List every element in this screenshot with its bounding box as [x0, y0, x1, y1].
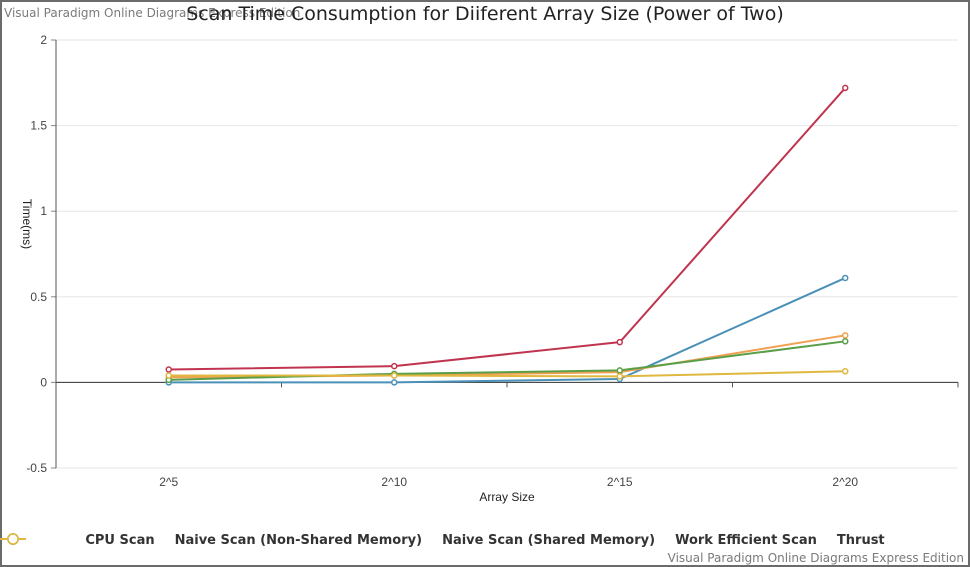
- watermark-top: Visual Paradigm Online Diagrams Express …: [4, 6, 301, 20]
- data-point[interactable]: [842, 368, 849, 375]
- legend-swatch-marker: [7, 533, 19, 545]
- x-axis-title: Array Size: [479, 490, 535, 504]
- chart-legend: CPU Scan Naive Scan (Non-Shared Memory) Na…: [0, 533, 970, 548]
- data-point[interactable]: [842, 338, 849, 345]
- legend-item[interactable]: Work Efficient Scan: [0, 533, 817, 548]
- data-point[interactable]: [391, 362, 398, 370]
- data-point[interactable]: [842, 274, 849, 282]
- data-point[interactable]: [165, 372, 172, 379]
- data-point[interactable]: [391, 379, 398, 386]
- legend-item[interactable]: Naive Scan (Non-Shared Memory): [0, 533, 423, 548]
- y-tick-label: 1: [40, 204, 47, 218]
- legend-label: Thrust: [836, 533, 885, 548]
- data-point[interactable]: [616, 338, 623, 346]
- chart-title: Scan Time Consumption for Diiferent Arra…: [186, 3, 784, 25]
- y-tick-label: -0.5: [26, 461, 47, 475]
- legend-label: Naive Scan (Non-Shared Memory): [174, 533, 423, 548]
- y-tick-label: 0.5: [30, 290, 47, 304]
- watermark-bottom: Visual Paradigm Online Diagrams Express …: [667, 551, 964, 565]
- data-point[interactable]: [616, 373, 623, 380]
- data-point[interactable]: [165, 366, 172, 373]
- y-tick-label: 0: [40, 375, 47, 389]
- x-tick-label: 2^15: [607, 475, 633, 489]
- legend-label: Work Efficient Scan: [675, 533, 817, 548]
- series-line[interactable]: [168, 370, 846, 378]
- x-tick-label: 2^20: [832, 475, 858, 489]
- legend-item[interactable]: CPU Scan: [0, 533, 155, 548]
- legend-label: CPU Scan: [85, 533, 155, 548]
- legend-swatch: [0, 533, 26, 545]
- data-point[interactable]: [616, 367, 623, 374]
- legend-item[interactable]: Thrust: [0, 533, 885, 548]
- series-line[interactable]: [168, 334, 846, 379]
- x-tick-label: 2^5: [159, 475, 178, 489]
- y-tick-label: 2: [40, 33, 47, 47]
- y-axis-title: Time(ms): [20, 199, 34, 249]
- legend-item[interactable]: Naive Scan (Shared Memory): [0, 533, 656, 548]
- data-point[interactable]: [842, 332, 849, 339]
- series-line[interactable]: [168, 277, 846, 384]
- data-point[interactable]: [842, 84, 849, 92]
- series-line[interactable]: [168, 340, 846, 381]
- data-point[interactable]: [391, 372, 398, 379]
- legend-label: Naive Scan (Shared Memory): [442, 533, 656, 548]
- y-tick-label: 1.5: [30, 119, 47, 133]
- series-line[interactable]: [168, 87, 846, 371]
- x-tick-label: 2^10: [381, 475, 407, 489]
